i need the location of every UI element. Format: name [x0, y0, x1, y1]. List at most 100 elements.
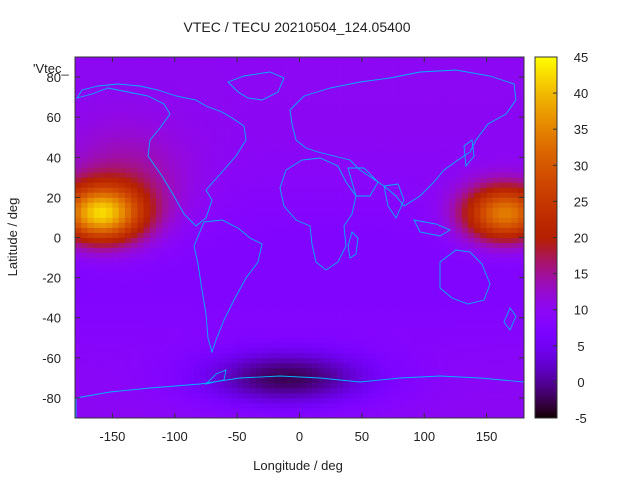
heatmap-cell	[361, 122, 369, 128]
heatmap-cell	[430, 332, 438, 339]
heatmap-cell	[106, 232, 113, 238]
heatmap-cell	[492, 277, 500, 284]
heatmap-cell	[124, 337, 132, 344]
heatmap-cell	[112, 162, 120, 168]
heatmap-cell	[243, 132, 251, 138]
heatmap-cell	[93, 252, 101, 258]
heatmap-cell	[411, 377, 419, 384]
heatmap-cell	[237, 322, 244, 329]
heatmap-cell	[480, 337, 487, 344]
heatmap-cell	[162, 277, 169, 284]
heatmap-cell	[324, 402, 332, 409]
heatmap-cell	[131, 102, 138, 108]
heatmap-cell	[118, 272, 126, 279]
heatmap-cell	[112, 177, 120, 183]
heatmap-cell	[499, 212, 506, 218]
heatmap-cell	[93, 272, 101, 279]
heatmap-cell	[330, 97, 338, 103]
heatmap-cell	[293, 152, 300, 158]
heatmap-cell	[299, 382, 307, 389]
heatmap-cell	[399, 197, 406, 203]
heatmap-cell	[87, 297, 95, 304]
heatmap-cell	[137, 147, 144, 153]
heatmap-cell	[112, 217, 120, 223]
heatmap-cell	[255, 157, 263, 163]
heatmap-cell	[480, 97, 487, 103]
heatmap-cell	[224, 292, 232, 299]
heatmap-cell	[461, 302, 469, 309]
heatmap-cell	[75, 77, 82, 83]
heatmap-cell	[467, 187, 475, 193]
heatmap-cell	[424, 212, 431, 218]
heatmap-cell	[343, 362, 350, 369]
heatmap-cell	[75, 372, 82, 379]
heatmap-cell	[131, 157, 138, 163]
heatmap-cell	[149, 402, 157, 409]
heatmap-cell	[156, 67, 163, 73]
heatmap-cell	[305, 202, 313, 208]
heatmap-cell	[393, 167, 400, 173]
heatmap-cell	[405, 87, 413, 93]
heatmap-cell	[492, 232, 500, 238]
heatmap-cell	[467, 247, 475, 253]
heatmap-cell	[336, 227, 344, 233]
heatmap-cell	[237, 112, 244, 118]
heatmap-cell	[430, 337, 438, 344]
heatmap-cell	[293, 192, 300, 198]
heatmap-cell	[299, 97, 307, 103]
heatmap-cell	[224, 377, 232, 384]
heatmap-cell	[343, 212, 350, 218]
heatmap-cell	[81, 372, 88, 379]
heatmap-cell	[355, 147, 363, 153]
heatmap-cell	[299, 147, 307, 153]
heatmap-cell	[299, 152, 307, 158]
heatmap-cell	[349, 127, 357, 133]
heatmap-cell	[162, 292, 169, 299]
heatmap-cell	[224, 267, 232, 273]
heatmap-cell	[467, 322, 475, 329]
heatmap-cell	[131, 222, 138, 228]
heatmap-cell	[274, 347, 282, 354]
heatmap-cell	[131, 92, 138, 98]
heatmap-cell	[131, 262, 138, 268]
heatmap-cell	[187, 152, 194, 158]
heatmap-cell	[505, 277, 512, 284]
heatmap-cell	[287, 342, 294, 349]
heatmap-cell	[106, 327, 113, 334]
heatmap-cell	[293, 277, 300, 284]
heatmap-cell	[299, 352, 307, 359]
heatmap-cell	[75, 102, 82, 108]
heatmap-cell	[399, 262, 406, 268]
heatmap-cell	[305, 82, 313, 88]
heatmap-cell	[168, 387, 176, 394]
heatmap-cell	[349, 177, 357, 183]
heatmap-cell	[87, 407, 95, 414]
heatmap-cell	[193, 402, 201, 409]
heatmap-cell	[311, 167, 319, 173]
heatmap-cell	[305, 177, 313, 183]
heatmap-cell	[287, 82, 294, 88]
heatmap-cell	[318, 287, 325, 294]
heatmap-cell	[311, 202, 319, 208]
heatmap-cell	[380, 97, 388, 103]
heatmap-cell	[393, 132, 400, 138]
heatmap-cell	[224, 382, 232, 389]
heatmap-cell	[374, 142, 381, 148]
heatmap-cell	[436, 402, 444, 409]
heatmap-cell	[455, 282, 463, 289]
heatmap-cell	[143, 112, 151, 118]
heatmap-cell	[336, 112, 344, 118]
heatmap-cell	[305, 122, 313, 128]
heatmap-cell	[93, 352, 101, 359]
heatmap-cell	[442, 87, 450, 93]
heatmap-cell	[274, 147, 282, 153]
heatmap-cell	[274, 382, 282, 389]
heatmap-cell	[467, 292, 475, 299]
heatmap-cell	[374, 382, 381, 389]
heatmap-cell	[411, 112, 419, 118]
heatmap-cell	[255, 162, 263, 168]
heatmap-cell	[442, 297, 450, 304]
heatmap-cell	[205, 117, 213, 123]
heatmap-cell	[386, 297, 394, 304]
heatmap-cell	[361, 57, 369, 63]
